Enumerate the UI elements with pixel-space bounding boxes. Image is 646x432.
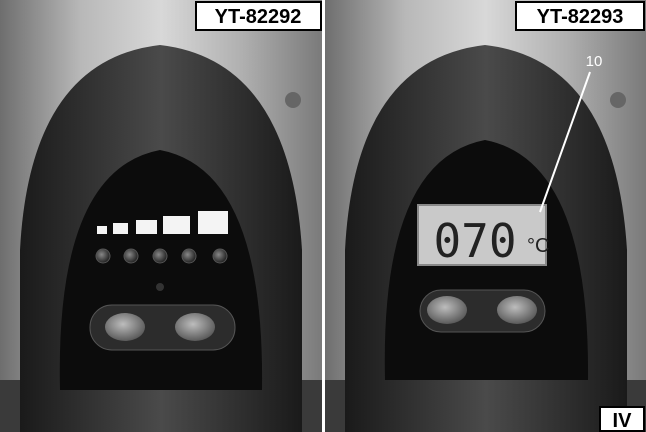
bar [97,226,107,234]
model-label: YT-82293 [537,6,624,28]
led [152,248,168,264]
led [123,248,139,264]
bar [163,216,190,234]
bar [198,211,228,234]
panel-left: YT-82292 [0,0,322,432]
divider [322,0,325,432]
lcd-unit: °C [527,235,549,257]
figure-box [599,406,645,432]
lcd-reading: 070 [433,214,516,268]
lcd [417,204,547,266]
screw-hole [285,92,301,108]
bar [136,220,157,234]
led [95,248,111,264]
screw-hole [610,92,626,108]
figure-number: IV [613,410,633,432]
sensor-hole [156,283,164,291]
panel-right: 070 °C 10 YT-82293 IV [285,0,646,432]
leds [95,248,228,264]
button-plus[interactable] [175,313,215,341]
led [181,248,197,264]
button-plus[interactable] [497,296,537,324]
callout-number: 10 [586,53,603,70]
led [212,248,228,264]
bar [113,223,128,234]
label-box [515,1,645,31]
model-label: YT-82292 [215,6,302,28]
level-bars [97,211,228,234]
button-minus[interactable] [105,313,145,341]
label-box [195,1,322,31]
button-minus[interactable] [427,296,467,324]
callout-line [539,71,591,213]
